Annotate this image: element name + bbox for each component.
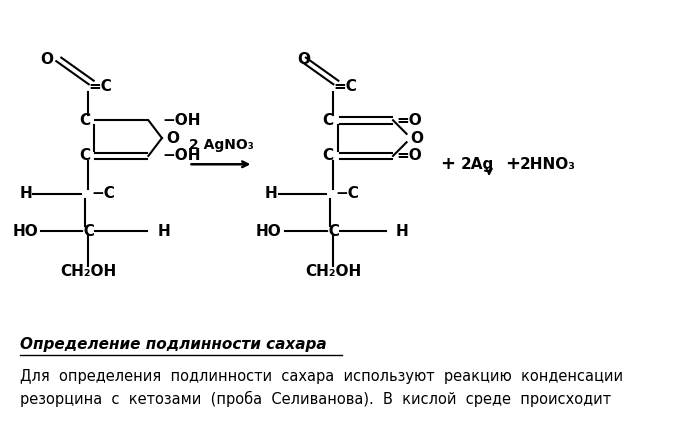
Text: Для  определения  подлинности  сахара  используют  реакцию  конденсации: Для определения подлинности сахара испол… — [21, 368, 624, 384]
Text: 2HNO₃: 2HNO₃ — [520, 157, 576, 172]
Text: +: + — [505, 155, 521, 173]
Text: Определение подлинности сахара: Определение подлинности сахара — [21, 337, 327, 352]
Text: −OH: −OH — [162, 113, 200, 128]
Text: −OH: −OH — [162, 148, 200, 163]
Text: H: H — [157, 224, 170, 239]
Text: H: H — [396, 224, 409, 239]
Text: −C: −C — [336, 186, 360, 201]
Text: HO: HO — [12, 224, 38, 239]
Text: CH₂OH: CH₂OH — [60, 264, 116, 279]
Text: H: H — [20, 186, 33, 201]
Text: H: H — [265, 186, 278, 201]
Text: =O: =O — [397, 148, 422, 163]
Text: O: O — [166, 130, 179, 145]
Text: HO: HO — [255, 224, 281, 239]
Text: 2 AgNO₃: 2 AgNO₃ — [189, 139, 253, 153]
Text: C: C — [80, 148, 91, 163]
Text: O: O — [40, 52, 53, 67]
Text: O: O — [297, 52, 310, 67]
Text: C: C — [80, 113, 91, 128]
Text: O: O — [410, 130, 423, 145]
Text: −C−: −C− — [317, 224, 353, 239]
Text: C: C — [323, 113, 334, 128]
Text: −C−: −C− — [72, 224, 108, 239]
Text: резорцина  с  кетозами  (проба  Селиванова).  В  кислой  среде  происходит: резорцина с кетозами (проба Селиванова).… — [21, 391, 611, 407]
Text: C: C — [323, 148, 334, 163]
Text: CH₂OH: CH₂OH — [305, 264, 361, 279]
Text: =O: =O — [397, 113, 422, 128]
Text: 2Ag: 2Ag — [461, 157, 494, 172]
Text: +: + — [440, 155, 456, 173]
Text: =C: =C — [333, 79, 357, 94]
Text: −C: −C — [91, 186, 115, 201]
Text: =C: =C — [88, 79, 112, 94]
